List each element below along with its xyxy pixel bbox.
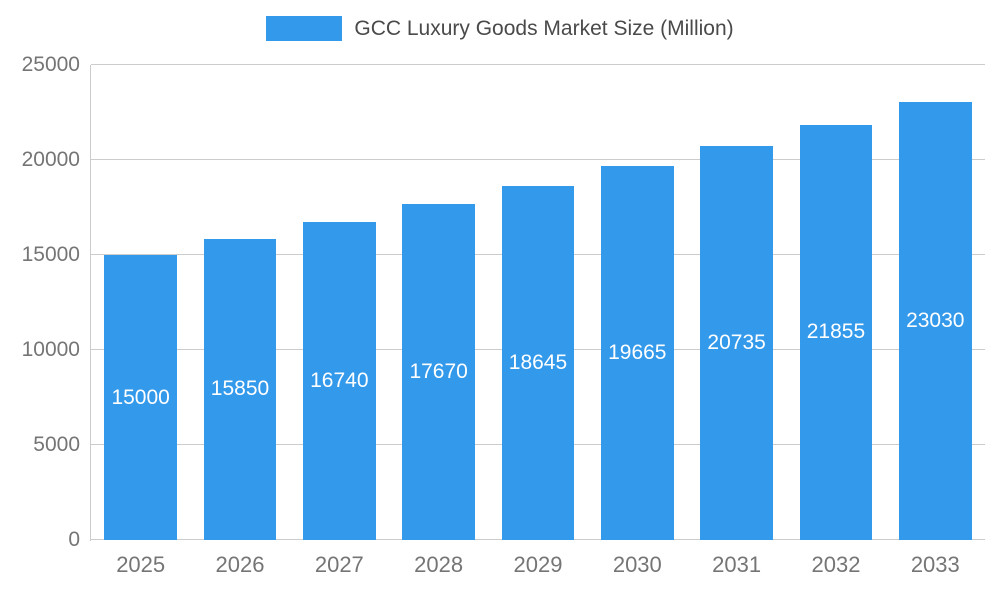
bar[interactable]: 17670 <box>402 204 475 540</box>
bar[interactable]: 16740 <box>303 221 376 540</box>
bar-column: 20735 <box>687 65 786 540</box>
y-tick-label: 20000 <box>21 148 80 171</box>
y-tick-label: 5000 <box>33 433 80 456</box>
bar-value-label: 19665 <box>608 341 667 365</box>
bar-column: 15000 <box>91 65 190 540</box>
bar[interactable]: 19665 <box>601 166 674 540</box>
gridline <box>91 64 985 65</box>
x-tick-label: 2032 <box>811 552 861 577</box>
chart-legend: GCC Luxury Goods Market Size (Million) <box>0 16 1000 41</box>
y-tick-label: 15000 <box>21 243 80 266</box>
legend-swatch[interactable] <box>266 16 343 41</box>
bar-value-label: 16740 <box>310 368 369 392</box>
bar-value-label: 15850 <box>210 377 270 401</box>
bar-value-label: 17670 <box>409 360 468 384</box>
bar-value-label: 18645 <box>508 350 568 374</box>
y-tick-label: 0 <box>68 528 80 551</box>
bar-value-label: 23030 <box>906 309 965 333</box>
bar-column: 19665 <box>588 65 687 540</box>
x-tick-label: 2031 <box>712 552 762 577</box>
bar-column: 15850 <box>190 65 289 540</box>
bar-column: 17670 <box>389 65 488 540</box>
bar[interactable]: 20735 <box>700 146 773 540</box>
bar-value-label: 21855 <box>806 320 866 344</box>
legend-label: GCC Luxury Goods Market Size (Million) <box>354 16 734 40</box>
y-axis-tick-labels: 0 5000 10000 15000 20000 25000 <box>0 53 80 551</box>
x-tick-label: 2026 <box>215 552 265 577</box>
bar-column: 18645 <box>488 65 587 540</box>
bar[interactable]: 15850 <box>203 238 277 540</box>
x-tick-label: 2028 <box>414 552 464 577</box>
y-axis-line <box>90 65 91 541</box>
x-axis-tick-labels: 2025 2026 2027 2028 2029 2030 2031 2032 2033 <box>91 552 985 578</box>
x-tick-label: 2030 <box>612 552 662 577</box>
bar[interactable]: 21855 <box>799 124 873 540</box>
x-tick-label: 2033 <box>910 552 960 577</box>
gridline <box>91 159 985 160</box>
bar[interactable]: 23030 <box>899 102 972 540</box>
bar-column: 23030 <box>886 65 985 540</box>
bar-value-label: 15000 <box>111 385 170 409</box>
bar-column: 21855 <box>786 65 885 540</box>
y-tick-label: 10000 <box>21 338 80 361</box>
bar-value-label: 20735 <box>707 331 766 355</box>
x-tick-label: 2029 <box>513 552 563 577</box>
plot-area: 15000 15850 16740 17670 18645 19665 20735 21855… <box>91 64 985 540</box>
bars-container: 15000 15850 16740 17670 18645 19665 20735 21855… <box>91 65 985 540</box>
bar-column: 16740 <box>290 65 389 540</box>
x-tick-label: 2027 <box>314 552 364 577</box>
bar[interactable]: 15000 <box>104 255 177 540</box>
x-tick-label: 2025 <box>116 552 166 577</box>
y-tick-label: 25000 <box>21 53 80 76</box>
bar[interactable]: 18645 <box>501 185 575 540</box>
